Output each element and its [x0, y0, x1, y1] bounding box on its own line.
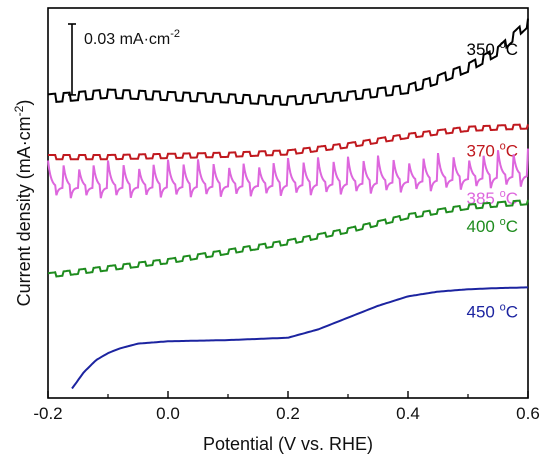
plot-frame: [47, 7, 529, 399]
scale-bar-label-sup: -2: [170, 28, 180, 40]
x-tick-label: 0.2: [276, 404, 300, 423]
series-label-450: 450 oC: [467, 301, 519, 321]
series-label-350: 350 oC: [467, 39, 519, 59]
y-axis-title-sup: -2: [12, 105, 26, 116]
series-label-370: 370 oC: [467, 141, 519, 161]
series-line-350: [47, 18, 529, 106]
x-ticks: -0.2 0.0 0.2 0.4 0.6: [33, 391, 540, 423]
series-group: 350 oC 370 oC 385 oC 400 oC 450 oC: [47, 18, 529, 390]
scale-bar-label-main: 0.03 mA·cm: [84, 31, 170, 48]
series-line-385: [47, 148, 529, 199]
scale-bar-label: 0.03 mA·cm-2: [84, 28, 180, 48]
x-axis-title: Potential (V vs. RHE): [203, 434, 373, 454]
scale-bar: 0.03 mA·cm-2: [68, 23, 180, 96]
series-line-450: [71, 286, 528, 390]
series-label-400: 400 oC: [467, 216, 519, 236]
series-line-400: [47, 199, 529, 278]
x-tick-label: -0.2: [33, 404, 62, 423]
x-tick-label: 0.4: [396, 404, 420, 423]
x-tick-label: 0.0: [156, 404, 180, 423]
y-axis-title-main: Current density (mA·cm: [14, 116, 34, 306]
y-axis-title: Current density (mA·cm-2): [12, 100, 34, 307]
x-tick-label: 0.6: [516, 404, 540, 423]
series-line-370: [48, 123, 529, 161]
y-axis-title-end: ): [14, 100, 34, 106]
series-label-385: 385 oC: [467, 188, 519, 208]
